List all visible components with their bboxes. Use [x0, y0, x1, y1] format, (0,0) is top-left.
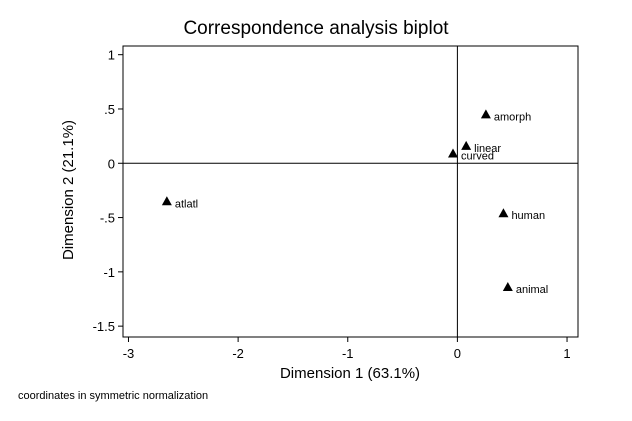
point-marker-amorph [480, 109, 491, 119]
plot-frame [122, 45, 579, 338]
y-axis-label: Dimension 2 (21.1%) [60, 120, 77, 260]
point-label-curved: curved [461, 150, 494, 162]
point-label-human: human [511, 210, 545, 222]
point-label-atlatl: atlatl [175, 198, 198, 210]
x-tick-label: 0 [454, 346, 461, 361]
x-tick-label: -1 [342, 346, 354, 361]
point-marker-human [498, 208, 509, 218]
x-tick-label: -2 [232, 346, 244, 361]
x-axis-label: Dimension 1 (63.1%) [280, 365, 420, 382]
x-tick-label: 1 [563, 346, 570, 361]
point-marker-atlatl [161, 196, 172, 206]
y-tick-label: -.5 [100, 211, 115, 226]
point-marker-animal [502, 282, 513, 292]
normalization-note: coordinates in symmetric normalization [18, 390, 208, 402]
y-tick-label: .5 [104, 102, 115, 117]
y-tick-label: 1 [108, 48, 115, 63]
point-label-animal: animal [516, 284, 548, 296]
point-label-amorph: amorph [494, 111, 531, 123]
x-axis: -3 -2 -1 0 1 [123, 337, 571, 361]
y-tick-label: -1.5 [93, 319, 115, 334]
y-tick-label: 0 [108, 156, 115, 171]
x-tick-label: -3 [123, 346, 135, 361]
point-label-linear: linear [474, 143, 501, 155]
chart-title: Correspondence analysis biplot [183, 18, 449, 39]
y-tick-label: -1 [103, 265, 115, 280]
point-marker-curved [448, 148, 459, 158]
y-axis: 1 .5 0 -.5 -1 -1.5 [93, 48, 123, 334]
reference-lines [123, 46, 578, 337]
point-marker-linear [461, 140, 472, 150]
